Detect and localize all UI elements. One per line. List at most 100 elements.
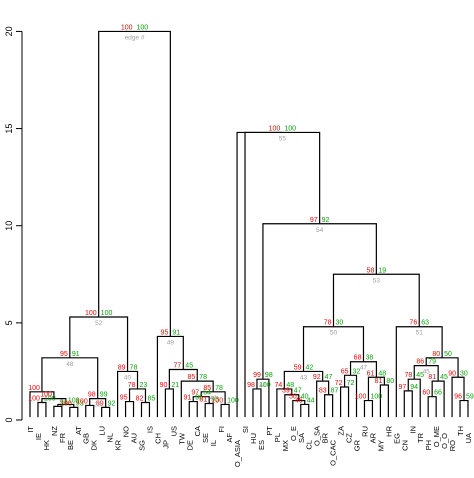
bp-value: 92 — [108, 400, 116, 407]
branch-n28 — [300, 403, 310, 418]
leaf-label: BR — [321, 432, 330, 443]
au-value: 85 — [203, 385, 211, 392]
edge-number: 43 — [300, 374, 308, 381]
bp-value: 100 — [259, 382, 271, 389]
au-value: 46 — [295, 397, 303, 404]
branch-n45 — [431, 380, 445, 418]
bp-value: 100 — [370, 394, 382, 401]
branch-n21 — [200, 391, 226, 405]
leaf-label: TW — [177, 432, 186, 445]
leaf-label: HK — [42, 440, 51, 450]
au-value: 100 — [211, 397, 223, 404]
edge-number: 55 — [279, 135, 287, 142]
au-value: 100 — [60, 400, 72, 407]
leaf-label: ZA — [337, 426, 346, 436]
leaf-label: AR — [368, 432, 377, 443]
leaf-label: IE — [34, 433, 43, 440]
bp-value: 23 — [140, 382, 148, 389]
edge-number: 52 — [95, 320, 103, 327]
au-value: 100 — [28, 385, 40, 392]
au-value: 74 — [275, 382, 283, 389]
bp-value: 30 — [335, 320, 343, 327]
leaf-label: SE — [201, 433, 210, 443]
leaf-label: O_SA — [313, 426, 322, 446]
bp-value: 100 — [101, 310, 113, 317]
leaf-label: AT — [74, 426, 83, 435]
edge-number: 53 — [373, 277, 381, 284]
leaf-label: FI — [217, 426, 226, 433]
au-value: 78 — [404, 372, 412, 379]
bp-value: 80 — [386, 378, 394, 385]
leaf-label: NZ — [50, 426, 59, 436]
branch-n18 — [204, 402, 214, 418]
leaf-label: LU — [98, 426, 107, 436]
au-value: 91 — [183, 395, 191, 402]
bp-value: 38 — [365, 355, 373, 362]
leaf-label: IL — [209, 440, 218, 446]
leaf-label: JP — [161, 440, 170, 449]
bp-value: 99 — [100, 392, 108, 399]
au-value: 78 — [324, 320, 332, 327]
bp-value: 40 — [301, 394, 309, 401]
edge-number: 44 — [210, 395, 218, 402]
branch-n34 — [283, 370, 324, 389]
branch-n26 — [252, 388, 262, 418]
branch-n23 — [168, 368, 198, 389]
bp-value: 47 — [325, 374, 333, 381]
au-value: 82 — [136, 396, 144, 403]
bp-value: 78 — [199, 374, 207, 381]
leaf-label: SI — [241, 426, 250, 433]
bp-value: 48 — [378, 370, 386, 377]
bp-value: 94 — [410, 384, 418, 391]
bp-value: 100 — [284, 125, 296, 132]
leaf-label: NO — [122, 426, 131, 437]
bp-value: 95 — [195, 395, 203, 402]
au-value: 100 — [121, 24, 133, 31]
bp-value: 100 — [137, 24, 149, 31]
au-value: 97 — [310, 217, 318, 224]
branch-n1 — [37, 401, 47, 418]
branch-n22 — [180, 380, 214, 418]
leaf-label: KR — [114, 439, 123, 450]
au-value: 99 — [253, 372, 261, 379]
y-tick-label: 5 — [4, 320, 14, 325]
branch-n2 — [53, 405, 63, 418]
edge-number: 50 — [330, 330, 338, 337]
branch-n12 — [140, 401, 151, 418]
branch-n10 — [41, 357, 99, 399]
branch-n32 — [324, 394, 334, 418]
bp-value: 92 — [322, 217, 330, 224]
bp-value: 66 — [434, 390, 442, 397]
bp-value: 91 — [172, 329, 180, 336]
bp-value: 93 — [76, 400, 84, 407]
au-value: 60 — [422, 390, 430, 397]
au-value: 80 — [432, 351, 440, 358]
au-value: 72 — [335, 380, 343, 387]
leaf-label: NL — [106, 433, 115, 443]
au-value: 59 — [294, 364, 302, 371]
branch-n30 — [284, 394, 300, 418]
bp-value: 54 — [203, 390, 211, 397]
leaf-label: ES — [257, 440, 266, 450]
leaf-label: UA — [464, 433, 473, 443]
au-value: 76 — [409, 320, 417, 327]
bp-value: 98 — [265, 372, 273, 379]
au-value: 68 — [354, 355, 362, 362]
edge-number: edge # — [125, 34, 145, 41]
leaf-label: IN — [408, 426, 417, 434]
leaf-label: EG — [392, 433, 401, 444]
edge-number: 40 — [124, 374, 132, 381]
edge-number: 39 — [94, 402, 102, 409]
au-value: 97 — [191, 390, 199, 397]
edge-number: 45 — [423, 369, 431, 376]
leaf-label: PL — [273, 433, 282, 442]
leaf-label: HR — [384, 425, 393, 436]
bp-value: 42 — [306, 364, 314, 371]
edge-number: 51 — [416, 330, 424, 337]
leaf-label: SG — [137, 440, 146, 451]
bp-value: 45 — [185, 362, 193, 369]
bp-value: 44 — [307, 397, 315, 404]
bp-value: 91 — [72, 351, 80, 358]
leaf-label: FR — [58, 432, 67, 443]
